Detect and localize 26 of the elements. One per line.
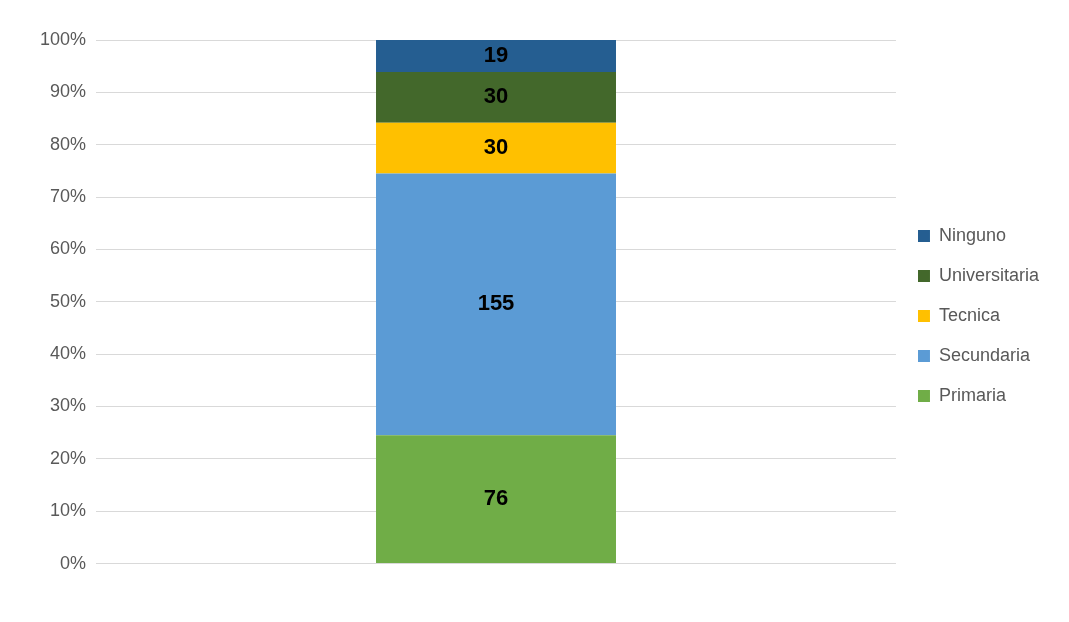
bar bbox=[376, 122, 616, 174]
y-tick-label: 100% bbox=[39, 28, 87, 49]
y-tick-label: 10% bbox=[50, 500, 87, 521]
bar bbox=[376, 71, 616, 123]
y-tick-label: 90% bbox=[50, 81, 87, 102]
legend-label: Primaria bbox=[938, 384, 1007, 405]
annotation: 19 bbox=[483, 42, 509, 68]
y-tick-label: 0% bbox=[60, 552, 87, 573]
y-tick-label: 40% bbox=[50, 343, 87, 364]
legend-label: Ninguno bbox=[938, 224, 1007, 245]
legend-label: Secundaria bbox=[938, 344, 1032, 365]
y-tick-label: 50% bbox=[50, 290, 87, 311]
legend-label: Tecnica bbox=[938, 304, 1001, 325]
y-tick-label: 70% bbox=[50, 186, 87, 207]
annotation: 155 bbox=[477, 290, 515, 316]
y-tick-label: 30% bbox=[50, 395, 87, 416]
annotation: 30 bbox=[483, 134, 509, 160]
y-tick-label: 80% bbox=[50, 133, 87, 154]
bar bbox=[376, 435, 616, 564]
annotation: 76 bbox=[483, 485, 509, 511]
annotation: 30 bbox=[483, 83, 509, 109]
bar bbox=[376, 40, 616, 72]
y-tick-label: 60% bbox=[50, 238, 87, 259]
y-tick-label: 20% bbox=[50, 447, 87, 468]
bar bbox=[376, 173, 616, 436]
legend-label: Universitaria bbox=[938, 264, 1040, 285]
